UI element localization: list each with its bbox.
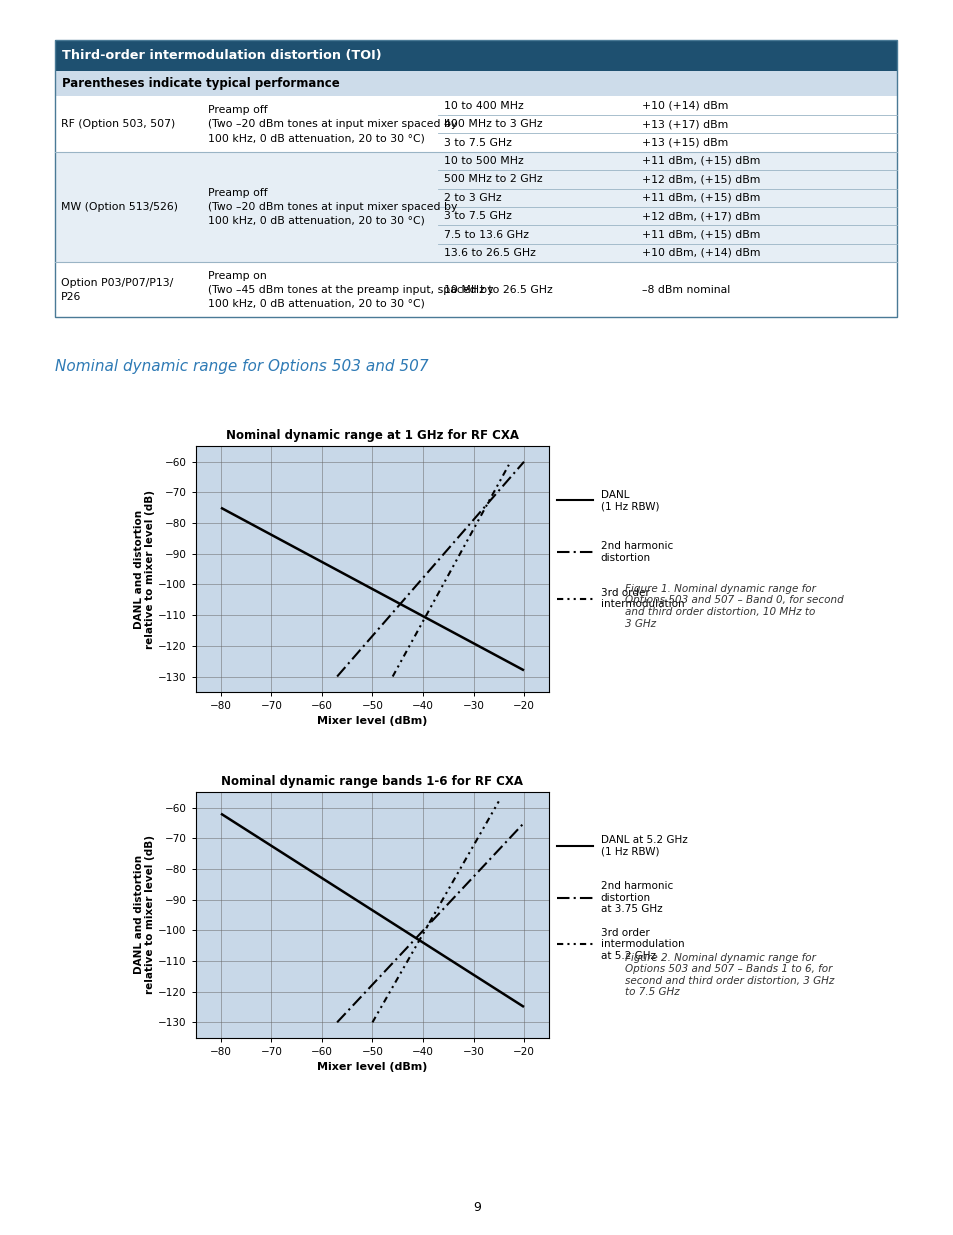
Text: –8 dBm nominal: –8 dBm nominal bbox=[641, 285, 729, 295]
Text: DANL at 5.2 GHz
(1 Hz RBW): DANL at 5.2 GHz (1 Hz RBW) bbox=[600, 835, 687, 857]
Text: 10 MHz to 26.5 GHz: 10 MHz to 26.5 GHz bbox=[443, 285, 552, 295]
Text: 13.6 to 26.5 GHz: 13.6 to 26.5 GHz bbox=[443, 248, 536, 258]
Text: 400 MHz to 3 GHz: 400 MHz to 3 GHz bbox=[443, 119, 542, 130]
Text: Figure 1. Nominal dynamic range for
Options 503 and 507 – Band 0, for second
and: Figure 1. Nominal dynamic range for Opti… bbox=[624, 584, 842, 629]
Text: 2nd harmonic
distortion: 2nd harmonic distortion bbox=[600, 541, 672, 563]
Text: +10 (+14) dBm: +10 (+14) dBm bbox=[641, 101, 727, 111]
Text: Nominal dynamic range for Options 503 and 507: Nominal dynamic range for Options 503 an… bbox=[55, 359, 429, 374]
Bar bbox=[55, 40, 896, 72]
Text: 3rd order
intermodulation: 3rd order intermodulation bbox=[600, 588, 683, 609]
Bar bbox=[55, 152, 896, 262]
Text: Preamp on
(Two –45 dBm tones at the preamp input, spaced by
100 kHz, 0 dB attenu: Preamp on (Two –45 dBm tones at the prea… bbox=[209, 270, 494, 309]
Text: 3 to 7.5 GHz: 3 to 7.5 GHz bbox=[443, 137, 512, 147]
X-axis label: Mixer level (dBm): Mixer level (dBm) bbox=[317, 1062, 427, 1072]
Text: 7.5 to 13.6 GHz: 7.5 to 13.6 GHz bbox=[443, 230, 529, 240]
Text: +13 (+15) dBm: +13 (+15) dBm bbox=[641, 137, 727, 147]
Text: 2 to 3 GHz: 2 to 3 GHz bbox=[443, 193, 501, 203]
Text: Figure 2. Nominal dynamic range for
Options 503 and 507 – Bands 1 to 6, for
seco: Figure 2. Nominal dynamic range for Opti… bbox=[624, 952, 833, 998]
Text: +12 dBm, (+15) dBm: +12 dBm, (+15) dBm bbox=[641, 174, 760, 184]
Text: +11 dBm, (+15) dBm: +11 dBm, (+15) dBm bbox=[641, 230, 760, 240]
Text: +13 (+17) dBm: +13 (+17) dBm bbox=[641, 119, 727, 130]
Title: Nominal dynamic range at 1 GHz for RF CXA: Nominal dynamic range at 1 GHz for RF CX… bbox=[226, 430, 518, 442]
Title: Nominal dynamic range bands 1-6 for RF CXA: Nominal dynamic range bands 1-6 for RF C… bbox=[221, 776, 523, 788]
Text: Option P03/P07/P13/
P26: Option P03/P07/P13/ P26 bbox=[61, 278, 173, 301]
Text: Third-order intermodulation distortion (TOI): Third-order intermodulation distortion (… bbox=[62, 49, 381, 62]
Text: 9: 9 bbox=[473, 1202, 480, 1214]
Text: Preamp off
(Two –20 dBm tones at input mixer spaced by
100 kHz, 0 dB attenuation: Preamp off (Two –20 dBm tones at input m… bbox=[209, 188, 457, 226]
X-axis label: Mixer level (dBm): Mixer level (dBm) bbox=[317, 716, 427, 726]
Text: 10 to 400 MHz: 10 to 400 MHz bbox=[443, 101, 523, 111]
Text: 3rd order
intermodulation
at 5.2 GHz: 3rd order intermodulation at 5.2 GHz bbox=[600, 927, 683, 961]
Text: 3 to 7.5 GHz: 3 to 7.5 GHz bbox=[443, 211, 512, 221]
Y-axis label: DANL and distortion
relative to mixer level (dB): DANL and distortion relative to mixer le… bbox=[133, 835, 155, 994]
Text: 2nd harmonic
distortion
at 3.75 GHz: 2nd harmonic distortion at 3.75 GHz bbox=[600, 881, 672, 914]
Text: +11 dBm, (+15) dBm: +11 dBm, (+15) dBm bbox=[641, 193, 760, 203]
Bar bbox=[55, 96, 896, 152]
Text: MW (Option 513/526): MW (Option 513/526) bbox=[61, 203, 178, 212]
Text: Parentheses indicate typical performance: Parentheses indicate typical performance bbox=[62, 78, 339, 90]
Bar bbox=[55, 262, 896, 317]
Text: RF (Option 503, 507): RF (Option 503, 507) bbox=[61, 119, 175, 130]
Y-axis label: DANL and distortion
relative to mixer level (dB): DANL and distortion relative to mixer le… bbox=[133, 489, 155, 648]
Text: 10 to 500 MHz: 10 to 500 MHz bbox=[443, 156, 523, 165]
Text: 500 MHz to 2 GHz: 500 MHz to 2 GHz bbox=[443, 174, 542, 184]
Text: +10 dBm, (+14) dBm: +10 dBm, (+14) dBm bbox=[641, 248, 760, 258]
Bar bbox=[55, 72, 896, 96]
Text: +11 dBm, (+15) dBm: +11 dBm, (+15) dBm bbox=[641, 156, 760, 165]
Text: DANL
(1 Hz RBW): DANL (1 Hz RBW) bbox=[600, 489, 659, 511]
Text: +12 dBm, (+17) dBm: +12 dBm, (+17) dBm bbox=[641, 211, 760, 221]
Text: Preamp off
(Two –20 dBm tones at input mixer spaced by
100 kHz, 0 dB attenuation: Preamp off (Two –20 dBm tones at input m… bbox=[209, 105, 457, 143]
